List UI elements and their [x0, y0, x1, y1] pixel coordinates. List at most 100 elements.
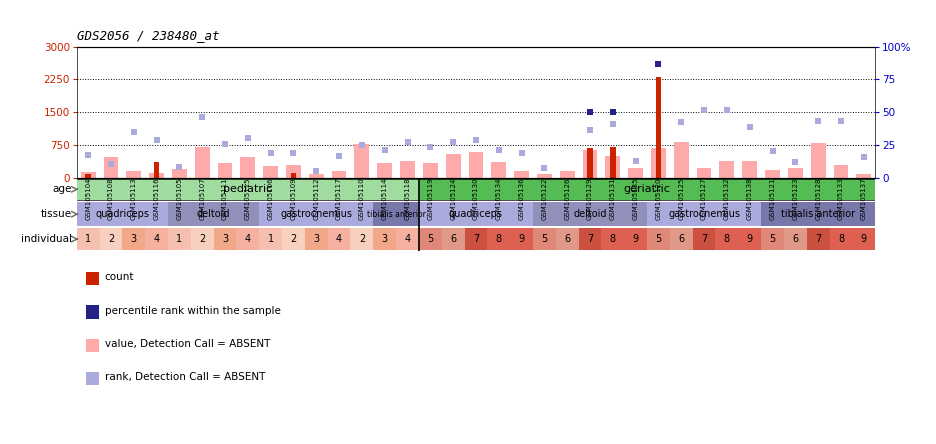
Bar: [126, 171, 141, 178]
Text: 4: 4: [404, 234, 411, 244]
Bar: [587, 148, 592, 178]
Bar: [655, 77, 662, 178]
Text: GSM105109: GSM105109: [290, 178, 297, 220]
Bar: [628, 168, 643, 178]
Text: 6: 6: [564, 234, 570, 244]
Text: 4: 4: [245, 234, 251, 244]
Bar: [263, 166, 278, 178]
Text: GSM105135: GSM105135: [633, 178, 638, 220]
Text: 7: 7: [815, 234, 821, 244]
Text: GSM105115: GSM105115: [245, 178, 251, 220]
Bar: [807, 229, 829, 250]
Text: GSM105124: GSM105124: [450, 178, 456, 220]
Text: GSM105131: GSM105131: [610, 178, 616, 220]
Text: tibialis anterior: tibialis anterior: [367, 210, 426, 219]
Text: 2: 2: [108, 234, 114, 244]
Text: rank, Detection Call = ABSENT: rank, Detection Call = ABSENT: [105, 373, 265, 382]
Text: 1: 1: [268, 234, 273, 244]
Text: 9: 9: [861, 234, 867, 244]
Bar: [419, 202, 533, 226]
Bar: [419, 229, 442, 250]
Text: GSM105111: GSM105111: [222, 178, 228, 220]
Text: GSM105130: GSM105130: [473, 178, 479, 220]
Text: GSM105106: GSM105106: [268, 178, 273, 220]
Text: GSM105134: GSM105134: [496, 178, 502, 220]
Bar: [784, 229, 807, 250]
Bar: [578, 229, 602, 250]
Text: 1: 1: [176, 234, 183, 244]
Text: GSM105121: GSM105121: [769, 178, 776, 220]
Text: GSM105112: GSM105112: [314, 178, 319, 220]
Text: gastrocnemius: gastrocnemius: [668, 209, 740, 219]
Text: 6: 6: [679, 234, 684, 244]
Text: 7: 7: [701, 234, 708, 244]
Text: 7: 7: [473, 234, 479, 244]
Bar: [104, 157, 118, 178]
Text: GSM105117: GSM105117: [336, 178, 342, 220]
Text: GDS2056 / 238480_at: GDS2056 / 238480_at: [77, 29, 219, 42]
Bar: [442, 229, 464, 250]
Bar: [556, 229, 578, 250]
Bar: [674, 142, 689, 178]
Text: 5: 5: [541, 234, 548, 244]
Text: count: count: [105, 273, 135, 282]
Bar: [491, 162, 506, 178]
Bar: [537, 174, 552, 178]
Bar: [464, 229, 488, 250]
Text: GSM105126: GSM105126: [564, 178, 570, 220]
Text: GSM105118: GSM105118: [404, 178, 411, 220]
Text: tissue: tissue: [41, 209, 72, 219]
Bar: [853, 229, 875, 250]
Bar: [533, 229, 556, 250]
Bar: [647, 202, 761, 226]
Text: GSM105104: GSM105104: [85, 178, 91, 220]
Text: GSM105132: GSM105132: [724, 178, 730, 220]
Bar: [423, 163, 438, 178]
Text: 2: 2: [290, 234, 297, 244]
Bar: [715, 229, 739, 250]
Text: GSM105114: GSM105114: [382, 178, 388, 220]
Text: 2: 2: [358, 234, 365, 244]
Bar: [149, 173, 164, 178]
Bar: [145, 229, 168, 250]
Bar: [446, 154, 461, 178]
Text: GSM105116: GSM105116: [154, 178, 160, 220]
Text: deltoid: deltoid: [573, 209, 607, 219]
Bar: [290, 173, 297, 178]
Bar: [373, 229, 396, 250]
Text: GSM105138: GSM105138: [747, 178, 753, 220]
Bar: [670, 229, 693, 250]
Bar: [469, 152, 483, 178]
Text: 2: 2: [199, 234, 205, 244]
Text: 9: 9: [519, 234, 525, 244]
Text: geriatric: geriatric: [623, 184, 670, 194]
Bar: [788, 167, 803, 178]
Text: GSM105136: GSM105136: [519, 178, 524, 220]
Text: 3: 3: [222, 234, 228, 244]
Text: pediatric: pediatric: [223, 184, 272, 194]
Bar: [419, 179, 875, 200]
Text: 6: 6: [792, 234, 798, 244]
Bar: [77, 229, 99, 250]
Text: 3: 3: [382, 234, 388, 244]
Bar: [739, 229, 761, 250]
Text: GSM105137: GSM105137: [861, 178, 867, 220]
Text: 9: 9: [633, 234, 638, 244]
Bar: [602, 229, 624, 250]
Text: GSM105110: GSM105110: [358, 178, 365, 220]
Text: 7: 7: [587, 234, 593, 244]
Bar: [80, 172, 95, 178]
Bar: [582, 150, 597, 178]
Bar: [259, 202, 373, 226]
Text: tibialis anterior: tibialis anterior: [781, 209, 856, 219]
Bar: [811, 143, 826, 178]
Bar: [610, 147, 616, 178]
Text: 3: 3: [314, 234, 319, 244]
Text: GSM105120: GSM105120: [655, 178, 662, 220]
Bar: [396, 229, 419, 250]
Text: 8: 8: [496, 234, 502, 244]
Bar: [123, 229, 145, 250]
Text: GSM105123: GSM105123: [792, 178, 798, 220]
Bar: [286, 165, 300, 178]
Bar: [488, 229, 510, 250]
